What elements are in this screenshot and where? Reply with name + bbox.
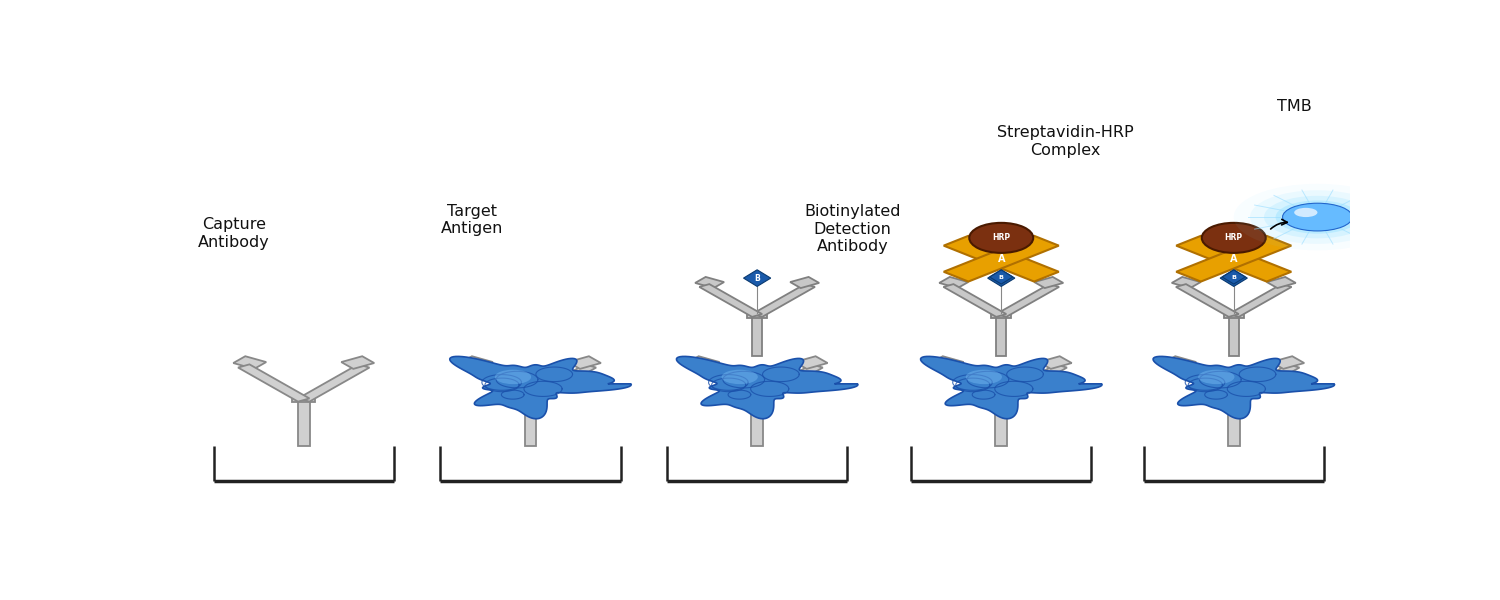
- Circle shape: [1294, 208, 1317, 217]
- Polygon shape: [1268, 277, 1296, 288]
- Polygon shape: [746, 398, 768, 403]
- Polygon shape: [238, 364, 309, 401]
- Polygon shape: [936, 364, 1006, 401]
- Text: B: B: [999, 274, 1004, 283]
- Polygon shape: [921, 356, 1102, 419]
- Ellipse shape: [969, 223, 1034, 253]
- Polygon shape: [450, 356, 632, 419]
- Polygon shape: [234, 356, 266, 369]
- Polygon shape: [1228, 364, 1299, 401]
- Polygon shape: [1176, 236, 1292, 281]
- Polygon shape: [944, 236, 1059, 281]
- Polygon shape: [996, 284, 1059, 317]
- Polygon shape: [568, 356, 602, 369]
- Polygon shape: [932, 356, 963, 369]
- Polygon shape: [460, 356, 494, 369]
- Circle shape: [1282, 203, 1353, 231]
- Polygon shape: [752, 364, 824, 401]
- Polygon shape: [1168, 364, 1239, 401]
- Polygon shape: [1222, 270, 1245, 284]
- Polygon shape: [465, 364, 536, 401]
- Text: B: B: [754, 274, 760, 283]
- Polygon shape: [744, 270, 771, 286]
- Text: B: B: [1232, 275, 1236, 280]
- Circle shape: [1264, 196, 1371, 238]
- Text: A: A: [1230, 254, 1238, 264]
- Polygon shape: [1154, 356, 1335, 419]
- Polygon shape: [944, 284, 1006, 317]
- Text: TMB: TMB: [1276, 99, 1311, 114]
- Polygon shape: [752, 400, 764, 446]
- Polygon shape: [298, 364, 369, 401]
- Circle shape: [1250, 190, 1384, 244]
- Polygon shape: [752, 316, 762, 356]
- Polygon shape: [752, 284, 814, 317]
- Polygon shape: [795, 356, 828, 369]
- Text: Capture
Antibody: Capture Antibody: [198, 217, 270, 250]
- Polygon shape: [990, 398, 1012, 403]
- Polygon shape: [1176, 236, 1292, 281]
- Polygon shape: [1228, 316, 1239, 356]
- Polygon shape: [1228, 284, 1292, 317]
- Polygon shape: [992, 313, 1011, 317]
- Polygon shape: [1222, 398, 1245, 403]
- Polygon shape: [1220, 270, 1248, 286]
- Polygon shape: [996, 400, 1006, 446]
- Polygon shape: [519, 398, 542, 403]
- Polygon shape: [790, 277, 819, 288]
- Polygon shape: [1228, 400, 1239, 446]
- Polygon shape: [298, 400, 309, 446]
- Polygon shape: [996, 364, 1066, 401]
- Polygon shape: [342, 356, 374, 369]
- Circle shape: [966, 370, 1002, 384]
- Circle shape: [1275, 200, 1359, 234]
- Polygon shape: [687, 356, 720, 369]
- Polygon shape: [692, 364, 764, 401]
- Polygon shape: [1224, 313, 1244, 317]
- Polygon shape: [1164, 356, 1196, 369]
- Polygon shape: [1035, 277, 1064, 288]
- Text: B: B: [999, 275, 1004, 280]
- Text: HRP: HRP: [1224, 233, 1244, 242]
- Polygon shape: [987, 270, 1016, 286]
- Text: Streptavidin-HRP
Complex: Streptavidin-HRP Complex: [998, 125, 1134, 157]
- Polygon shape: [694, 277, 724, 288]
- Polygon shape: [699, 284, 762, 317]
- Text: Target
Antigen: Target Antigen: [441, 203, 504, 236]
- Polygon shape: [292, 398, 315, 403]
- Polygon shape: [1040, 356, 1071, 369]
- Polygon shape: [525, 400, 537, 446]
- Text: B: B: [1232, 274, 1236, 283]
- Polygon shape: [1272, 356, 1304, 369]
- Circle shape: [495, 370, 531, 384]
- Polygon shape: [747, 313, 768, 317]
- Polygon shape: [1176, 284, 1239, 317]
- Text: A: A: [998, 254, 1005, 264]
- Circle shape: [1198, 370, 1234, 384]
- Polygon shape: [525, 364, 596, 401]
- Text: HRP: HRP: [992, 233, 1011, 242]
- Polygon shape: [990, 270, 1012, 284]
- Polygon shape: [939, 277, 968, 288]
- Circle shape: [1233, 184, 1401, 250]
- Polygon shape: [996, 316, 1006, 356]
- Circle shape: [722, 370, 758, 384]
- Polygon shape: [1172, 277, 1200, 288]
- Ellipse shape: [1202, 223, 1266, 253]
- Text: Biotinylated
Detection
Antibody: Biotinylated Detection Antibody: [804, 204, 900, 254]
- Polygon shape: [676, 356, 858, 419]
- Polygon shape: [944, 236, 1059, 281]
